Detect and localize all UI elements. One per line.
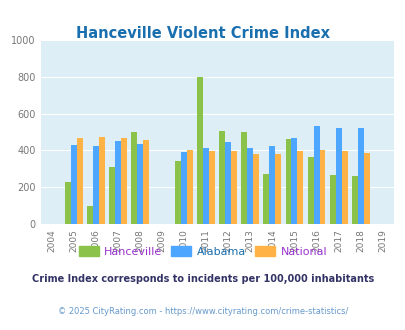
- Bar: [231, 151, 237, 224]
- Bar: [225, 142, 231, 224]
- Bar: [351, 176, 357, 224]
- Bar: [131, 132, 136, 224]
- Bar: [253, 154, 259, 224]
- Bar: [121, 138, 126, 224]
- Bar: [357, 128, 363, 224]
- Bar: [87, 206, 93, 224]
- Bar: [202, 148, 209, 224]
- Bar: [269, 146, 275, 224]
- Text: © 2025 CityRating.com - https://www.cityrating.com/crime-statistics/: © 2025 CityRating.com - https://www.city…: [58, 307, 347, 316]
- Bar: [136, 144, 143, 224]
- Bar: [219, 131, 225, 224]
- Bar: [263, 174, 269, 224]
- Bar: [77, 139, 83, 224]
- Bar: [335, 128, 341, 224]
- Bar: [319, 150, 325, 224]
- Legend: Hanceville, Alabama, National: Hanceville, Alabama, National: [74, 242, 331, 261]
- Bar: [175, 161, 181, 224]
- Bar: [93, 146, 98, 224]
- Bar: [143, 140, 149, 224]
- Bar: [65, 182, 70, 224]
- Bar: [291, 139, 297, 224]
- Bar: [241, 132, 247, 224]
- Bar: [275, 154, 281, 224]
- Bar: [307, 157, 313, 224]
- Bar: [109, 167, 115, 224]
- Bar: [363, 153, 369, 224]
- Bar: [209, 151, 215, 224]
- Bar: [181, 152, 187, 224]
- Text: Crime Index corresponds to incidents per 100,000 inhabitants: Crime Index corresponds to incidents per…: [32, 274, 373, 284]
- Text: Hanceville Violent Crime Index: Hanceville Violent Crime Index: [76, 26, 329, 41]
- Bar: [297, 151, 303, 224]
- Bar: [70, 145, 77, 224]
- Bar: [115, 141, 121, 224]
- Bar: [313, 125, 319, 224]
- Bar: [341, 151, 347, 224]
- Bar: [197, 77, 202, 224]
- Bar: [98, 137, 104, 224]
- Bar: [329, 175, 335, 224]
- Bar: [285, 139, 291, 224]
- Bar: [247, 148, 253, 224]
- Bar: [187, 149, 192, 224]
